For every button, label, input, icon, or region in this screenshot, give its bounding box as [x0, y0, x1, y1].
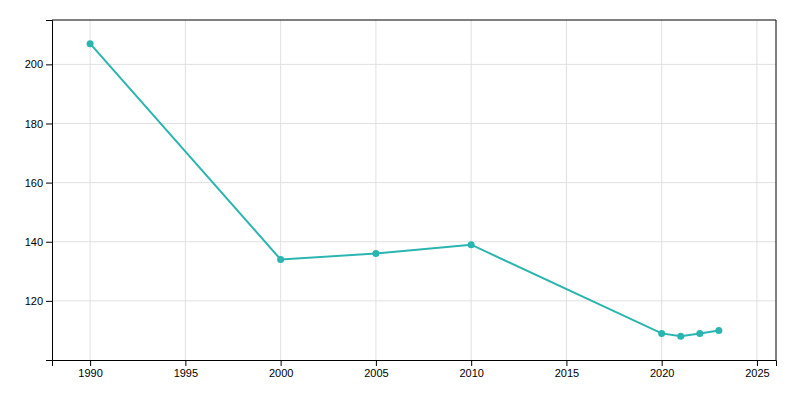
x-tick-mark — [185, 360, 186, 366]
point — [277, 256, 284, 263]
y-axis-line — [46, 21, 53, 361]
chart: 1990 1995 2000 2005 2010 2015 2020 2025 120 140 16… — [0, 0, 800, 400]
frame-right — [776, 20, 777, 360]
grid-line-x — [471, 20, 472, 360]
point — [372, 250, 379, 257]
y-tick: 140 — [25, 236, 52, 248]
x-tick-label: 1990 — [78, 367, 102, 379]
grid-line-x — [566, 20, 567, 360]
y-tick-label: 120 — [25, 295, 43, 307]
grid-line-y — [52, 300, 776, 301]
grid-line-y — [52, 64, 776, 65]
y-tick-label: 180 — [25, 117, 43, 129]
grid-line-y — [52, 182, 776, 183]
x-tick: 2005 — [364, 360, 388, 379]
x-tick-mark — [662, 360, 663, 366]
grid-line-x — [756, 20, 757, 360]
x-tick-mark — [757, 360, 758, 366]
point — [468, 241, 475, 248]
grid-line-x — [90, 20, 91, 360]
x-tick: 2020 — [650, 360, 674, 379]
y-tick: 120 — [25, 295, 52, 307]
x-tick: 2015 — [555, 360, 579, 379]
marks — [87, 40, 723, 340]
point — [696, 330, 703, 337]
y-tick: 160 — [25, 177, 52, 189]
frame-top — [52, 20, 776, 21]
y-tick-label: 160 — [25, 177, 43, 189]
x-tick: 2025 — [745, 360, 769, 379]
x-tick-mark — [471, 360, 472, 366]
x-tick-label: 2015 — [555, 367, 579, 379]
x-axis-line — [53, 361, 777, 367]
y-tick-mark — [46, 301, 52, 302]
x-tick-mark — [566, 360, 567, 366]
point — [87, 40, 94, 47]
x-tick: 1990 — [78, 360, 102, 379]
x-tick-label: 2010 — [459, 367, 483, 379]
grid — [52, 20, 776, 360]
y-tick-mark — [46, 242, 52, 243]
y-tick: 200 — [25, 58, 52, 70]
grid-line-x — [375, 20, 376, 360]
y-tick-mark — [46, 183, 52, 184]
grid-line-x — [661, 20, 662, 360]
y-tick-label: 140 — [25, 236, 43, 248]
x-tick-label: 2020 — [650, 367, 674, 379]
grid-line-y — [52, 241, 776, 242]
grid-line-x — [185, 20, 186, 360]
x-tick-label: 1995 — [174, 367, 198, 379]
point — [677, 333, 684, 340]
x-tick: 1995 — [174, 360, 198, 379]
x-tick-mark — [90, 360, 91, 366]
x-tick: 2000 — [269, 360, 293, 379]
x-tick-label: 2000 — [269, 367, 293, 379]
y-tick-mark — [46, 64, 52, 65]
grid-line-x — [280, 20, 281, 360]
x-tick: 2010 — [459, 360, 483, 379]
point — [658, 330, 665, 337]
y-tick: 180 — [25, 117, 52, 129]
y-axis: 120 140 160 180 200 — [25, 21, 53, 361]
x-tick-label: 2005 — [364, 367, 388, 379]
y-tick-label: 200 — [25, 58, 43, 70]
plot: 1990 1995 2000 2005 2010 2015 2020 2025 120 140 16… — [25, 20, 777, 379]
x-tick-mark — [281, 360, 282, 366]
point — [715, 327, 722, 334]
line — [90, 44, 719, 337]
x-tick-label: 2025 — [745, 367, 769, 379]
y-tick-mark — [46, 123, 52, 124]
x-axis: 1990 1995 2000 2005 2010 2015 2020 2025 — [53, 360, 777, 379]
x-tick-mark — [376, 360, 377, 366]
